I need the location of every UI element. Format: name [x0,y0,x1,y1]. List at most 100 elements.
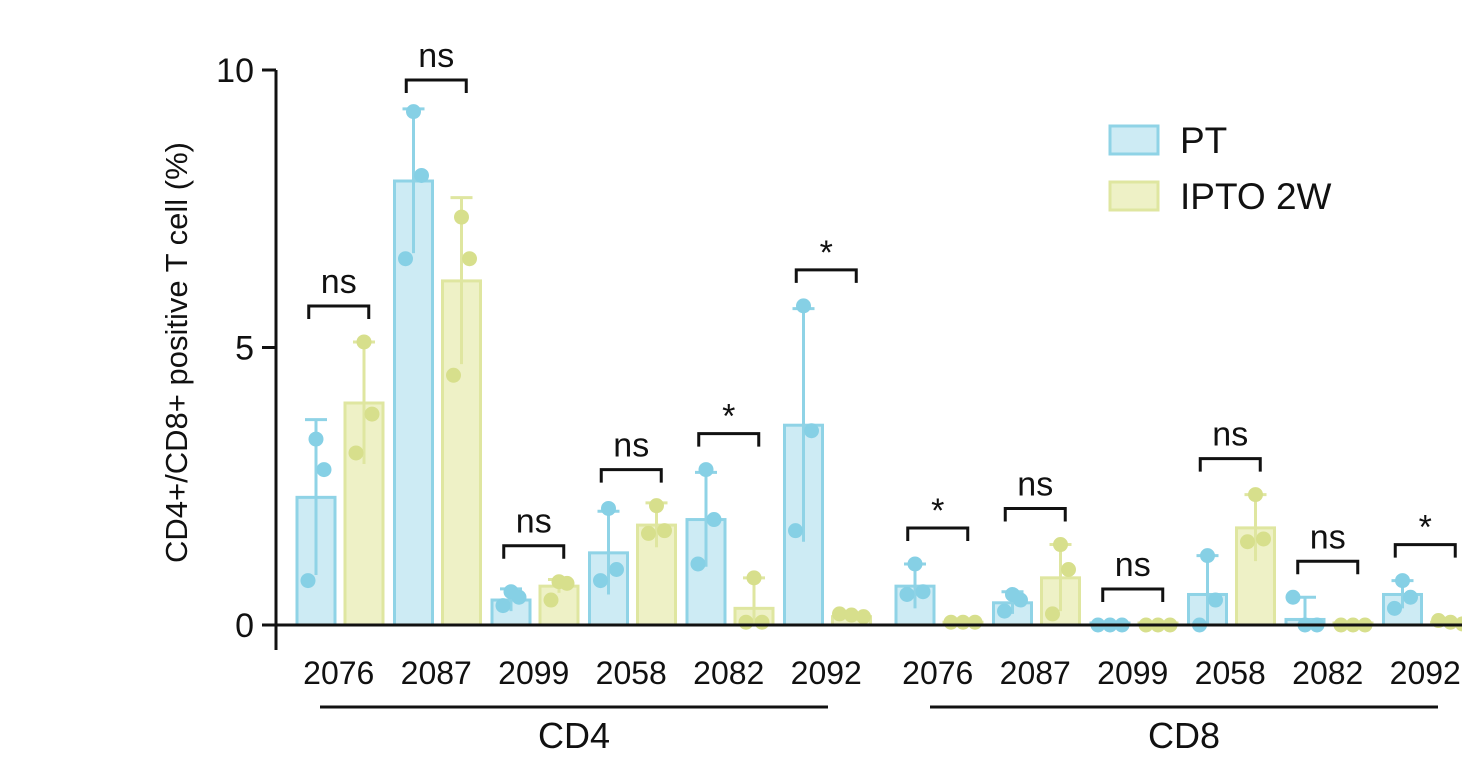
legend-label: IPTO 2W [1180,176,1332,217]
data-point [1403,589,1418,605]
data-point [446,367,461,383]
category-label: 2099 [1097,655,1168,691]
significance-bracket [1393,543,1457,558]
significance-bracket [1101,587,1165,602]
data-point [915,584,931,600]
significance-label: ns [1115,546,1151,584]
data-point [997,603,1012,619]
data-point [967,614,983,630]
significance-bracket [794,268,858,283]
significance-bracket [404,78,468,93]
category-label: 2058 [596,655,667,691]
data-point [559,575,575,591]
data-point [356,334,372,350]
legend-label: PT [1180,120,1227,161]
category-label: 2092 [1390,655,1461,691]
data-point [1013,592,1028,608]
data-point [1248,487,1263,503]
legend-swatch [1108,180,1160,212]
data-point [856,609,871,625]
data-point [899,586,915,602]
category-label: 2082 [693,655,764,691]
data-point [788,523,803,539]
significance-label: ns [321,263,357,301]
data-point [543,592,559,608]
data-point [907,556,923,572]
data-point [698,462,714,478]
significance-bracket [1296,559,1360,575]
data-point [300,573,316,589]
data-point [1200,548,1215,564]
significance-label: ns [1017,466,1053,504]
data-point [738,614,754,630]
data-point [754,614,770,630]
data-point [1285,589,1301,605]
group-label: CD4 [538,715,610,756]
category-label: 2092 [791,655,862,691]
data-point [406,104,421,120]
data-point [1061,562,1076,577]
data-point [690,556,706,572]
data-point [796,298,811,314]
significance-bracket [502,544,566,559]
data-point [593,573,608,589]
data-point [641,525,656,541]
significance-label: * [820,234,833,272]
data-point [454,209,469,225]
significance-bracket [906,526,970,541]
data-point [609,562,624,577]
data-point [1208,592,1223,608]
data-point [364,406,380,422]
data-point [804,423,819,439]
group-label: CD8 [1148,715,1220,756]
data-point [1045,606,1060,622]
y-axis-label: CD4+/CD8+ positive T cell (%) [159,142,194,563]
y-tick-label: 10 [216,52,254,90]
significance-label: ns [516,503,552,541]
data-point [746,570,762,586]
category-label: 2058 [1195,655,1266,691]
data-point [1387,600,1402,616]
significance-label: * [931,492,944,530]
category-label: 2087 [401,655,472,691]
category-label: 2082 [1292,655,1363,691]
data-point [706,512,722,528]
data-point [1256,531,1271,547]
data-point [308,431,324,447]
data-point [462,251,477,267]
data-point [657,523,672,539]
data-point [1053,537,1068,553]
category-label: 2087 [1000,655,1071,691]
plot-area: ns ns ns ns * * * ns ns ns ns * [295,37,1462,633]
legend-swatch [1108,124,1160,156]
data-point [1240,534,1255,550]
significance-label: ns [1310,518,1346,556]
significance-label: ns [1212,416,1248,454]
data-point [601,500,616,516]
category-label: 2076 [902,655,973,691]
significance-bracket [697,432,761,447]
significance-label: * [722,398,735,436]
axes: 0 5 10 CD4+/CD8+ positive T cell (%) 2076 208… [159,52,1462,756]
data-point [844,607,859,623]
data-point [348,445,364,461]
data-point [495,598,511,614]
y-tick-label: 5 [235,330,254,368]
data-point [414,167,429,183]
data-point [511,589,527,605]
significance-bracket [1003,507,1067,522]
legend: PT IPTO 2W [1108,120,1332,217]
data-point [832,606,847,622]
significance-label: ns [613,427,649,465]
significance-label: * [1419,509,1432,547]
significance-bracket [1198,457,1262,472]
data-point [316,462,332,478]
significance-bracket [307,304,371,319]
category-label: 2099 [498,655,569,691]
significance-bracket [599,468,663,483]
data-point [1395,573,1410,589]
data-point [398,251,413,267]
significance-label: ns [418,37,454,75]
data-point [649,498,664,514]
